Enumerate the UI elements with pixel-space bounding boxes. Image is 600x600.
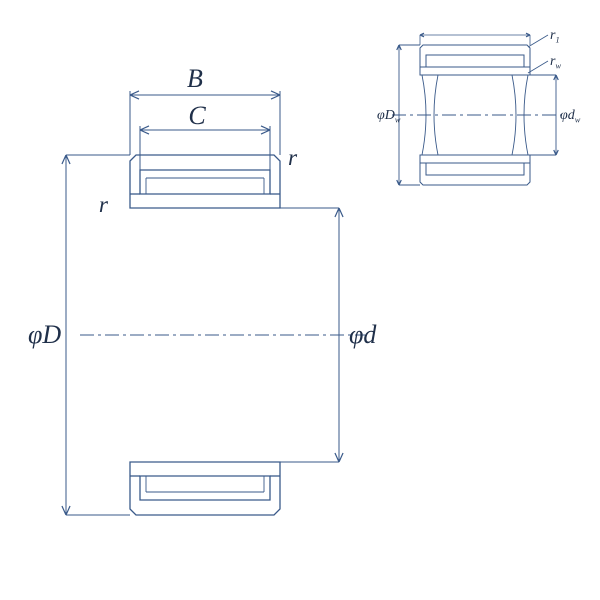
inset-label-phiDw: φDw [377,108,401,125]
inset-diagram: φDw φdw r1 rw [377,28,581,185]
label-r-top-right: r [288,145,298,171]
inset-label-rw: rw [550,54,561,71]
inset-label-phidw: φdw [560,108,581,125]
inset-label-r1: r1 [550,28,560,45]
label-phid: φd [349,320,377,349]
label-r-mid-left: r [99,192,109,218]
label-phiD: φD [28,320,61,349]
main-diagram: BCr r φD φd [28,64,377,515]
label-B: B [187,64,203,93]
label-C: C [188,101,206,130]
